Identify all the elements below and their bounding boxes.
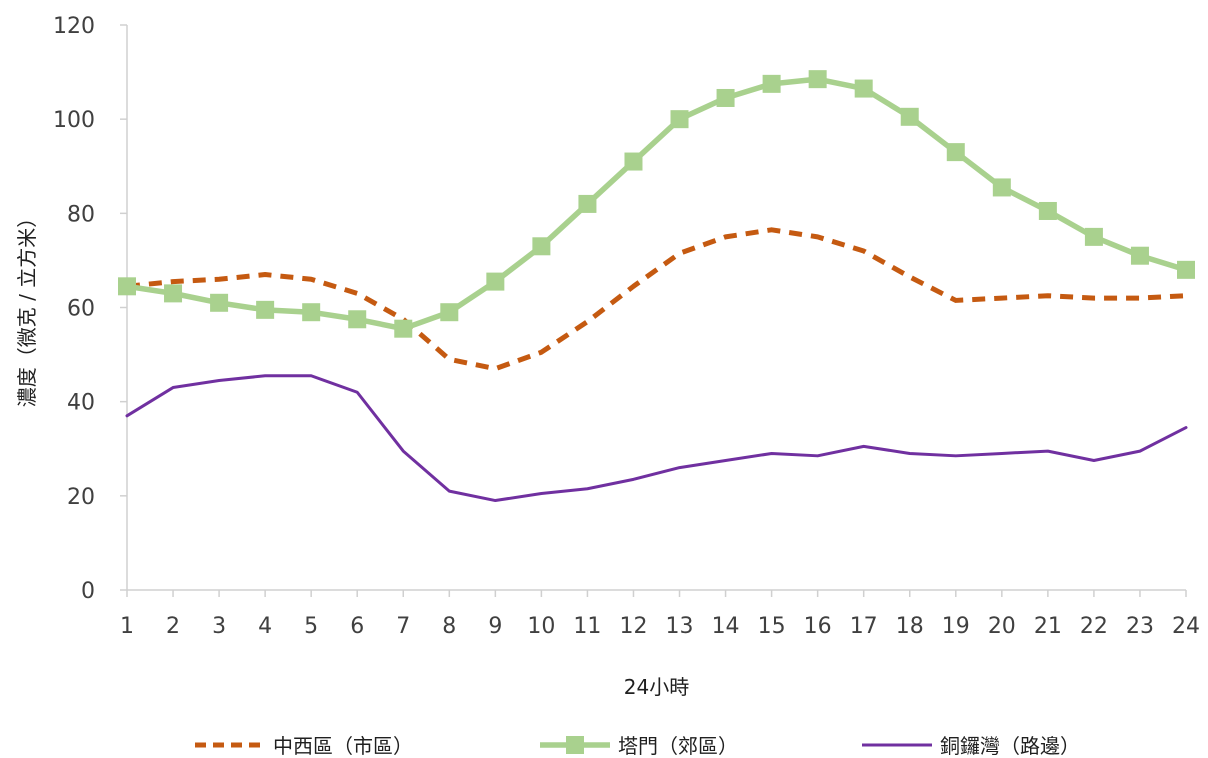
x-tick-label: 19 bbox=[942, 614, 970, 639]
legend-label: 銅鑼灣（路邊） bbox=[940, 734, 1080, 758]
x-tick-label: 3 bbox=[212, 614, 226, 639]
y-tick-label: 100 bbox=[53, 108, 95, 133]
x-tick-label: 10 bbox=[527, 614, 555, 639]
series-3 bbox=[125, 374, 1188, 503]
x-tick-label: 1 bbox=[120, 614, 134, 639]
data-point-marker bbox=[624, 152, 643, 171]
x-tick-labels: 1 2 3 4 5 6 7 8 9 10 11 12 13 14 15 16 17 18 19 20 21 22 23 24 bbox=[120, 614, 1200, 639]
axes bbox=[120, 24, 1187, 597]
y-tick-labels: 0 20 40 60 80 100 120 bbox=[53, 14, 95, 604]
x-tick-label: 11 bbox=[573, 614, 601, 639]
series-2 bbox=[118, 70, 1195, 338]
x-tick-label: 8 bbox=[442, 614, 456, 639]
x-tick-label: 15 bbox=[758, 614, 786, 639]
y-tick-label: 20 bbox=[67, 485, 95, 510]
data-point-marker bbox=[256, 300, 275, 319]
x-tick-label: 16 bbox=[804, 614, 832, 639]
y-tick-label: 40 bbox=[67, 391, 95, 416]
data-point-marker bbox=[670, 110, 689, 129]
data-point-marker bbox=[348, 310, 367, 329]
x-tick-label: 2 bbox=[166, 614, 180, 639]
data-point-marker bbox=[210, 293, 229, 312]
series-line bbox=[124, 76, 1189, 332]
series-1 bbox=[126, 227, 1187, 372]
series-layer bbox=[118, 70, 1195, 503]
x-tick-label: 22 bbox=[1080, 614, 1108, 639]
data-point-marker bbox=[578, 194, 597, 213]
x-tick-label: 13 bbox=[666, 614, 694, 639]
x-tick-label: 23 bbox=[1126, 614, 1154, 639]
data-point-marker bbox=[118, 277, 136, 296]
y-tick-label: 60 bbox=[67, 297, 95, 322]
y-tick-label: 0 bbox=[81, 579, 95, 604]
data-point-marker bbox=[854, 79, 873, 98]
data-point-marker bbox=[808, 70, 827, 89]
x-tick-label: 6 bbox=[350, 614, 364, 639]
data-point-marker bbox=[1084, 227, 1103, 246]
legend-item-2: 塔門（郊區） bbox=[540, 734, 738, 758]
data-point-marker bbox=[302, 303, 321, 322]
data-point-marker bbox=[164, 284, 183, 303]
data-point-marker bbox=[486, 272, 505, 291]
x-axis-title: 24小時 bbox=[624, 675, 689, 699]
x-tick-label: 4 bbox=[258, 614, 272, 639]
x-tick-label: 24 bbox=[1172, 614, 1200, 639]
y-axis-title: 濃度（微克 / 立方米） bbox=[15, 208, 39, 407]
data-point-marker bbox=[992, 178, 1011, 197]
x-tick-label: 21 bbox=[1034, 614, 1062, 639]
x-tick-label: 14 bbox=[712, 614, 740, 639]
data-point-marker bbox=[440, 303, 459, 322]
data-point-marker bbox=[716, 88, 735, 107]
data-point-marker bbox=[532, 237, 551, 256]
x-tick-label: 5 bbox=[304, 614, 318, 639]
legend-label: 塔門（郊區） bbox=[618, 734, 738, 758]
data-point-marker bbox=[1130, 246, 1149, 265]
legend-label: 中西區（市區） bbox=[273, 734, 413, 758]
data-point-marker bbox=[1038, 201, 1057, 220]
x-tick-label: 12 bbox=[619, 614, 647, 639]
x-tick-label: 9 bbox=[488, 614, 502, 639]
legend-item-3: 銅鑼灣（路邊） bbox=[862, 734, 1080, 758]
legend-marker bbox=[566, 736, 584, 754]
data-point-marker bbox=[946, 143, 965, 162]
data-point-marker bbox=[900, 107, 919, 126]
y-tick-label: 80 bbox=[67, 202, 95, 227]
legend-item-1: 中西區（市區） bbox=[195, 734, 413, 758]
x-tick-label: 20 bbox=[988, 614, 1016, 639]
series-line bbox=[125, 374, 1188, 503]
series-line bbox=[126, 227, 1187, 372]
legend: 中西區（市區） 塔門（郊區） 銅鑼灣（路邊） bbox=[195, 734, 1080, 758]
data-point-marker bbox=[394, 319, 413, 338]
data-point-marker bbox=[762, 74, 781, 93]
x-tick-label: 18 bbox=[896, 614, 924, 639]
y-tick-label: 120 bbox=[53, 14, 95, 39]
x-tick-label: 7 bbox=[396, 614, 410, 639]
data-point-marker bbox=[1177, 260, 1195, 279]
x-tick-label: 17 bbox=[850, 614, 878, 639]
